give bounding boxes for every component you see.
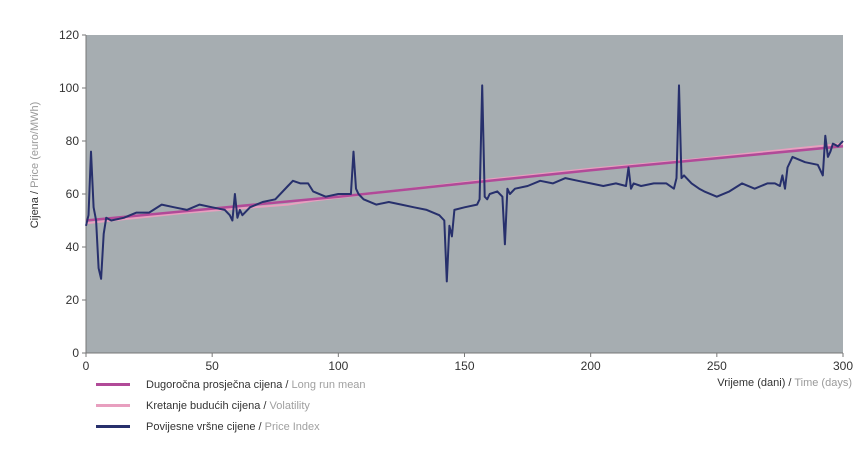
legend-label-mean: Dugoročna prosječna cijena / Long run me…: [146, 378, 366, 391]
y-tick-label: 60: [66, 187, 80, 201]
legend-item-volatility: Kretanje budućih cijena / Volatility: [96, 395, 366, 416]
y-tick-label: 0: [72, 346, 79, 360]
y-tick-label: 20: [66, 293, 80, 307]
y-tick-label: 40: [66, 240, 80, 254]
x-tick-label: 0: [83, 359, 90, 373]
y-axis-title: Cijena / Price (euro/MWh): [29, 102, 41, 229]
y-tick-label: 100: [59, 81, 79, 95]
legend: Dugoročna prosječna cijena / Long run me…: [96, 374, 366, 437]
legend-swatch-volatility: [96, 404, 130, 407]
legend-item-index: Povijesne vršne cijene / Price Index: [96, 416, 366, 437]
legend-label-index: Povijesne vršne cijene / Price Index: [146, 420, 320, 433]
x-tick-label: 250: [707, 359, 727, 373]
x-tick-label: 100: [328, 359, 348, 373]
y-tick-label: 120: [59, 28, 79, 42]
x-axis-title: Vrijeme (dani) / Time (days): [717, 377, 852, 389]
legend-swatch-mean: [96, 383, 130, 386]
ticks: 0 50 100 150 200 250 300 0 20 40 60 80 100 120: [59, 28, 853, 373]
x-tick-label: 200: [581, 359, 601, 373]
legend-item-mean: Dugoročna prosječna cijena / Long run me…: [96, 374, 366, 395]
series-line-mean: [85, 145, 844, 222]
y-tick-label: 80: [66, 134, 80, 148]
legend-label-volatility: Kretanje budućih cijena / Volatility: [146, 399, 310, 412]
x-tick-label: 50: [205, 359, 219, 373]
legend-swatch-index: [96, 425, 130, 428]
x-tick-label: 150: [454, 359, 474, 373]
series-line-index: [85, 84, 844, 283]
x-tick-label: 300: [833, 359, 853, 373]
plot-area: [86, 35, 843, 353]
series-layer: [85, 84, 844, 283]
